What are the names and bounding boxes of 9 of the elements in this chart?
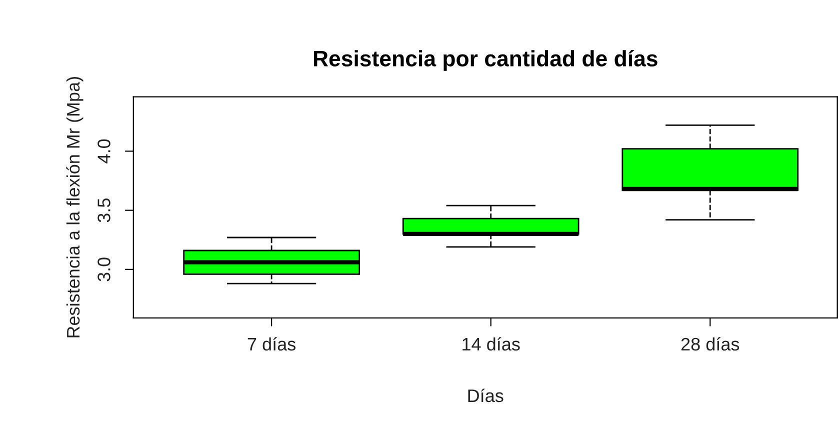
x-tick-label: 14 días	[462, 337, 520, 351]
chart-title: Resistencia por cantidad de días	[314, 50, 658, 71]
y-tick-label: 3.5	[98, 198, 110, 222]
x-axis-title: Días	[468, 388, 504, 402]
x-tick-label: 7 días	[248, 337, 296, 351]
x-tick-label: 28 días	[681, 337, 740, 351]
y-axis-title: Resistencia a la flexión Mr (Mpa)	[66, 77, 84, 338]
y-tick-label: 3.0	[98, 258, 110, 282]
y-tick-label: 4.0	[98, 139, 110, 164]
